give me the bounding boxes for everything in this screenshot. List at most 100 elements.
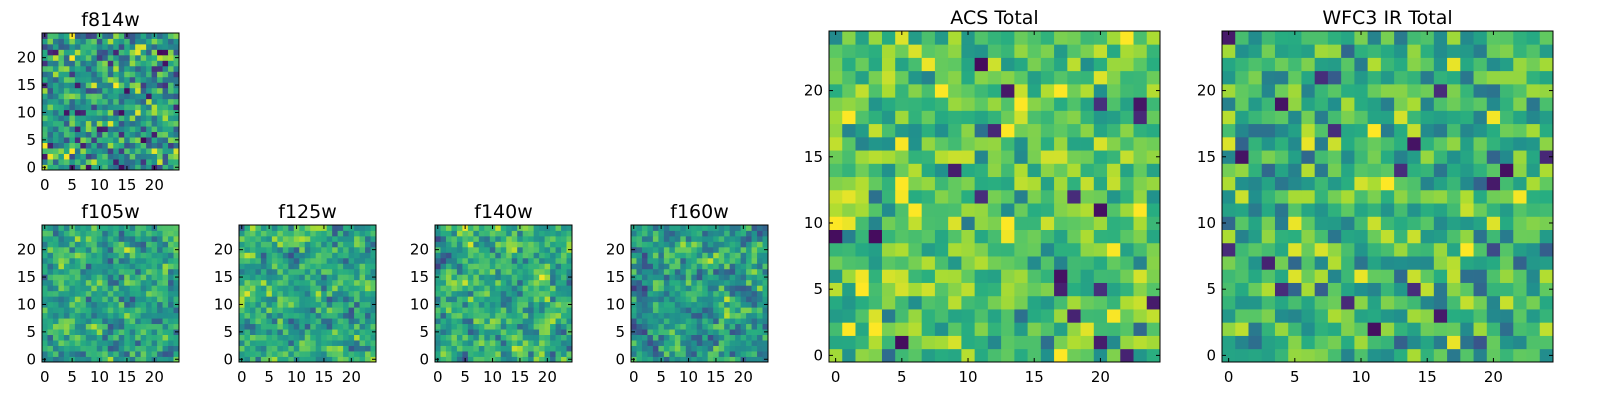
heatmap-cell <box>140 164 147 171</box>
heatmap-cell <box>326 279 333 286</box>
heatmap-cell <box>757 268 763 275</box>
heatmap-cell <box>293 345 300 352</box>
heatmap-cell <box>895 97 909 111</box>
heatmap-cell <box>52 235 59 242</box>
heatmap-cell <box>332 323 339 330</box>
heatmap-cell <box>713 340 720 346</box>
heatmap-cell <box>47 120 54 127</box>
heatmap-cell <box>974 31 989 45</box>
heatmap-cell <box>908 163 923 178</box>
heatmap-cell <box>895 242 909 257</box>
heatmap-cell <box>974 322 989 336</box>
heatmap-cell <box>550 268 556 275</box>
heatmap-cell <box>456 290 463 297</box>
heatmap-cell <box>140 49 147 56</box>
heatmap-cell <box>1394 216 1408 230</box>
x-tick-label: 15 <box>706 368 725 386</box>
heatmap-cell <box>42 252 48 259</box>
heatmap-cell <box>337 290 344 297</box>
heatmap-cell <box>129 285 136 292</box>
heatmap-cell <box>1093 136 1108 151</box>
heatmap-cell <box>1107 242 1121 257</box>
heatmap-cell <box>151 351 158 357</box>
heatmap-cell <box>91 33 98 39</box>
heatmap-cell <box>47 230 54 237</box>
heatmap-cell <box>489 235 496 242</box>
heatmap-cell <box>168 87 174 94</box>
heatmap-cell <box>124 148 131 154</box>
heatmap-cell <box>69 115 76 122</box>
heatmap-cell <box>561 345 567 352</box>
heatmap-cell <box>365 318 371 325</box>
heatmap-cell <box>1248 57 1263 72</box>
x-tick-label: 15 <box>510 368 529 386</box>
heatmap-cell <box>544 246 551 253</box>
heatmap-cell <box>1486 282 1501 297</box>
heatmap-cell <box>1288 256 1302 270</box>
heatmap-cell <box>168 126 174 133</box>
heatmap-cell <box>707 329 714 335</box>
heatmap-cell <box>129 93 136 100</box>
heatmap-cell <box>282 257 289 264</box>
heatmap-cell <box>146 115 152 122</box>
heatmap-cell <box>47 131 54 138</box>
heatmap-cell <box>1433 136 1448 151</box>
heatmap-cell <box>113 318 120 325</box>
heatmap-cell <box>961 97 976 111</box>
heatmap-cell <box>691 323 698 330</box>
heatmap-cell <box>304 329 311 335</box>
heatmap-cell <box>102 257 109 264</box>
heatmap-cell <box>868 242 883 257</box>
heatmap-cell <box>42 142 48 149</box>
heatmap-cell <box>365 252 371 259</box>
heatmap-cell <box>135 329 142 335</box>
heatmap-cell <box>1001 309 1015 323</box>
heatmap-cell <box>266 345 273 352</box>
heatmap-cell <box>91 257 98 264</box>
heatmap-cell <box>484 230 491 237</box>
heatmap-cell <box>934 70 949 85</box>
heatmap-cell <box>484 296 491 303</box>
heatmap-cell <box>162 120 169 127</box>
heatmap-cell <box>868 269 883 283</box>
heatmap-cell <box>456 241 463 248</box>
heatmap-cell <box>934 83 949 98</box>
heatmap-cell <box>348 268 355 275</box>
heatmap-cell <box>354 252 360 259</box>
heatmap-cell <box>1261 335 1276 350</box>
heatmap-cell <box>1327 295 1342 310</box>
heatmap-cell <box>762 230 769 237</box>
heatmap-cell <box>47 98 54 105</box>
heatmap-cell <box>1288 348 1302 363</box>
heatmap-cell <box>881 176 896 191</box>
heatmap-cell <box>91 98 98 105</box>
heatmap-cell <box>1054 309 1068 323</box>
heatmap-cell <box>908 229 923 244</box>
heatmap-cell <box>113 225 120 231</box>
heatmap-cell <box>1067 163 1081 178</box>
heatmap-cell <box>440 323 447 330</box>
heatmap-cell <box>757 252 763 259</box>
heatmap-cell <box>260 268 267 275</box>
heatmap-cell <box>124 76 131 83</box>
heatmap-cell <box>641 235 648 242</box>
heatmap-cell <box>746 246 752 253</box>
heatmap-cell <box>348 257 355 264</box>
heatmap-cell <box>961 83 976 98</box>
heatmap-cell <box>129 329 136 335</box>
heatmap-cell <box>304 307 311 314</box>
heatmap-cell <box>868 97 883 111</box>
heatmap-cell <box>332 340 339 346</box>
heatmap-cell <box>456 235 463 242</box>
heatmap-cell <box>332 279 339 286</box>
heatmap-cell <box>1539 136 1554 151</box>
heatmap-cell <box>58 274 65 281</box>
heatmap-cell <box>829 269 843 283</box>
heatmap-cell <box>52 230 59 237</box>
heatmap-cell <box>740 318 747 325</box>
heatmap-cell <box>746 334 752 341</box>
heatmap-cell <box>96 148 103 154</box>
heatmap-cell <box>647 263 654 270</box>
heatmap-cell <box>1027 163 1042 178</box>
heatmap-cell <box>146 54 152 61</box>
